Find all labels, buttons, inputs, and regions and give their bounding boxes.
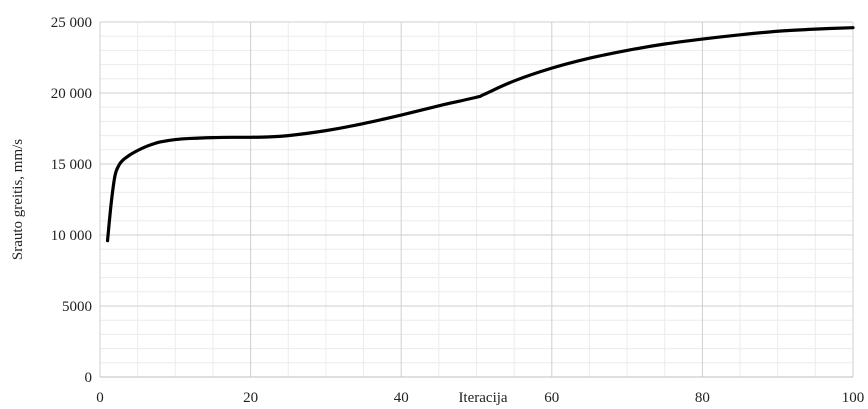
y-tick-label: 15 000 [51, 157, 92, 173]
y-axis-ticks: 0 5000 10 000 15 000 20 000 25 000 [51, 15, 92, 386]
minor-gridlines [100, 22, 853, 377]
y-tick-label: 25 000 [51, 15, 92, 31]
x-tick-label: 80 [695, 390, 710, 406]
x-tick-label: 60 [544, 390, 559, 406]
y-tick-label: 10 000 [51, 228, 92, 244]
x-tick-label: 20 [243, 390, 258, 406]
x-tick-label: 100 [842, 390, 865, 406]
x-axis-title: Iteracija [458, 390, 507, 406]
series-line [105, 26, 855, 243]
x-tick-label: 40 [394, 390, 409, 406]
y-axis-title: Srauto greitis, mm/s [10, 139, 26, 260]
y-tick-label: 0 [85, 370, 93, 386]
x-tick-label: 0 [96, 390, 104, 406]
x-axis-ticks: 0 20 40 60 80 100 [96, 390, 864, 406]
y-tick-label: 5000 [62, 299, 92, 315]
y-tick-label: 20 000 [51, 86, 92, 102]
